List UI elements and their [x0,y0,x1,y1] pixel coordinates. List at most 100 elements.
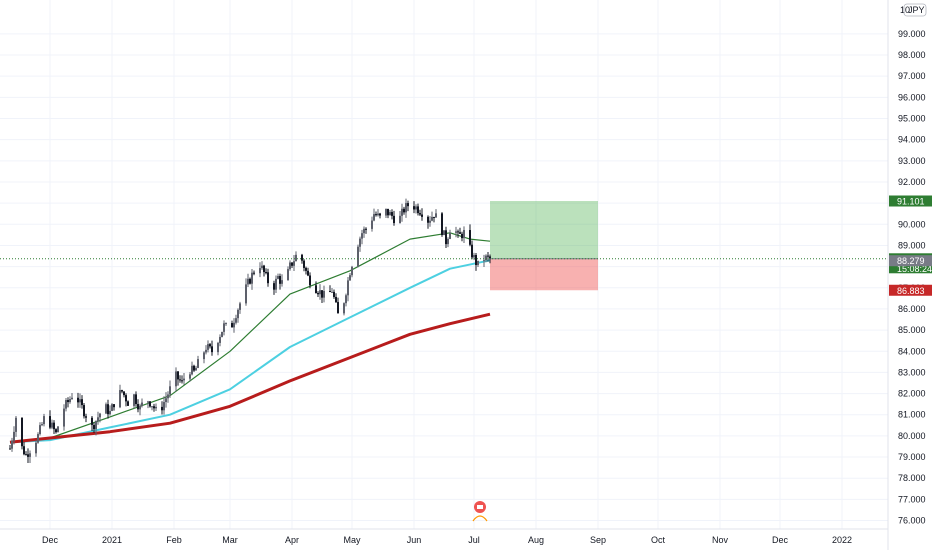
candle-body [429,220,431,223]
y-tick-label: 90.000 [898,219,926,229]
candle-body [293,261,295,266]
x-tick-label: Dec [42,535,59,545]
candle-body [55,429,57,433]
x-tick-label: Jul [468,535,480,545]
candle-body [333,291,335,297]
candle-body [295,254,297,262]
currency-label[interactable]: 10 JPY [900,3,927,17]
price-tag-label: 88.279 [897,256,925,266]
x-tick-label: Dec [772,535,789,545]
price-axis[interactable]: 76.000 77.000 78.000 79.000 80.000 81.000 82.0… [898,29,926,526]
candle-body [459,232,461,234]
long-position-tool[interactable] [490,200,598,291]
candle-body [415,206,417,210]
candle-body [433,216,435,218]
candle-body [27,454,29,457]
candle-body [393,215,395,224]
candle-body [209,344,211,347]
candle-body [331,291,333,293]
candle-body [125,395,127,402]
y-tick-label: 82.000 [898,389,926,399]
candle-body [113,404,115,408]
candle-body [457,231,459,233]
scale-menu-text[interactable]: 10 [900,5,910,15]
candle-body [247,278,249,285]
candle-body [119,390,121,408]
candle-body [371,220,373,229]
candle-body [29,453,31,457]
candle-body [223,323,225,332]
candle-body [35,442,37,454]
candle-body [225,323,227,325]
candle-body [81,399,83,406]
candle-body [211,346,213,353]
candle-body [147,401,149,403]
x-tick-label: 2021 [102,535,122,545]
candle-body [127,401,129,406]
x-tick-label: Feb [166,535,182,545]
candle-body [235,318,237,323]
time-axis[interactable]: Dec 2021 Feb Mar Apr May Jun Jul Aug Sep Oct Nov Dec… [42,535,852,545]
candle-body [49,416,51,428]
moving-average-line [9,312,491,444]
y-tick-label: 89.000 [898,240,926,250]
candle-body [473,255,475,258]
candle-body [267,272,269,284]
candle-body [391,212,393,216]
candle-body [317,293,319,295]
y-tick-label: 85.000 [898,325,926,335]
y-tick-label: 96.000 [898,92,926,102]
candle-body [181,380,183,382]
candle-body [183,378,185,381]
candle-body [121,390,123,392]
candle-body [413,206,415,210]
candle-body [431,216,433,221]
candle-body [37,434,39,443]
candle-body [217,342,219,353]
candle-body [167,394,169,399]
candle-body [259,268,261,274]
x-tick-label: Mar [222,535,238,545]
candle-body [359,238,361,247]
candle-body [203,352,205,360]
candle-body [379,213,381,216]
candle-body [447,238,449,245]
candle-body [169,386,171,395]
x-tick-label: Jun [407,535,422,545]
candle-body [9,448,11,450]
candle-body [403,208,405,213]
moving-average-line [9,232,491,443]
candle-body [387,208,389,216]
candle-body [287,269,289,281]
candle-body [309,275,311,286]
candle-body [221,331,223,337]
candle-body [79,399,81,403]
moving-averages [9,232,491,444]
candle-body [323,291,325,298]
candle-body [417,206,419,214]
candle-body [67,400,69,403]
candle-body [335,296,337,303]
candle-body [357,246,359,267]
candle-body [461,233,463,239]
y-tick-label: 86.000 [898,304,926,314]
candle-body [135,394,137,405]
x-tick-label: Aug [528,535,544,545]
candle-body [141,402,143,406]
candle-body [469,230,471,245]
candle-body [337,302,339,314]
candle-body [93,424,95,430]
candle-body [205,349,207,353]
price-tag-countdown: 15:08:24 [897,264,932,274]
candle-body [375,214,377,216]
event-marker[interactable] [472,501,488,522]
candle-body [443,230,445,236]
candle-body [407,203,409,207]
candle-body [347,280,349,296]
candle-body [51,422,53,428]
candle-body [277,276,279,279]
candle-body [231,323,233,328]
candle-body [319,290,321,295]
candle-body [455,231,457,233]
